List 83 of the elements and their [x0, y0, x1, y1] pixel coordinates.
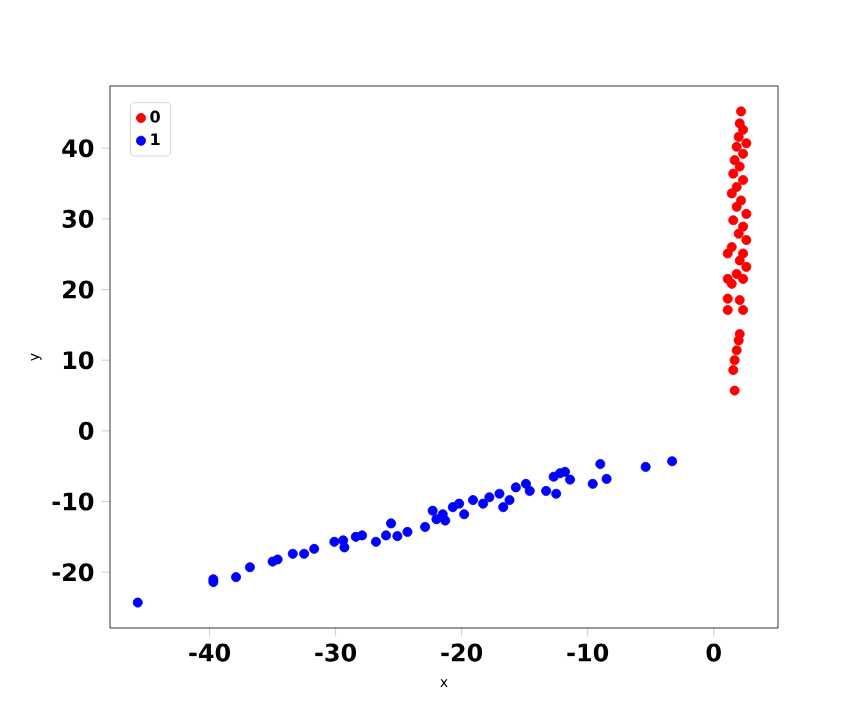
point — [595, 459, 606, 470]
point — [587, 478, 598, 489]
point — [484, 492, 495, 503]
x-tick-label: -10 — [567, 643, 609, 662]
point — [734, 255, 745, 266]
point — [565, 474, 576, 485]
point — [729, 385, 740, 396]
point — [741, 261, 752, 272]
point — [551, 488, 562, 499]
point — [734, 161, 745, 172]
point — [454, 498, 465, 509]
point — [132, 597, 143, 608]
y-tick-label: 0 — [78, 421, 94, 440]
point — [468, 495, 478, 506]
point — [722, 248, 733, 259]
point — [667, 456, 678, 467]
point — [392, 531, 403, 542]
point — [541, 485, 552, 496]
point — [299, 548, 310, 559]
point — [734, 295, 745, 306]
point — [741, 208, 752, 219]
x-tick-label: -20 — [441, 643, 483, 662]
y-tick-label: 30 — [62, 209, 94, 228]
point — [287, 548, 298, 559]
point — [498, 502, 509, 513]
point — [560, 466, 570, 477]
point — [738, 148, 749, 159]
y-tick-label: -20 — [52, 563, 94, 582]
point — [339, 542, 350, 553]
point — [370, 536, 381, 547]
point — [731, 141, 742, 152]
point — [738, 175, 749, 185]
point — [722, 293, 733, 304]
point — [731, 182, 742, 193]
point — [731, 345, 742, 356]
point — [728, 215, 739, 226]
point — [381, 530, 391, 541]
point — [231, 572, 242, 583]
point — [733, 131, 744, 142]
point — [427, 505, 438, 516]
point — [738, 221, 749, 232]
point — [726, 278, 737, 289]
point — [478, 498, 489, 509]
y-tick-label: -10 — [52, 492, 94, 511]
point — [738, 124, 749, 135]
point — [729, 355, 740, 366]
point — [510, 482, 521, 493]
point — [726, 188, 737, 199]
point — [738, 305, 749, 315]
point — [733, 228, 744, 239]
point — [736, 106, 747, 117]
y-tick-label: 40 — [62, 139, 94, 158]
point — [741, 235, 752, 246]
point — [524, 485, 535, 496]
point — [386, 518, 397, 529]
point — [420, 521, 431, 532]
point — [272, 554, 283, 565]
point — [357, 530, 368, 541]
point — [329, 536, 340, 547]
point — [741, 138, 752, 149]
point — [736, 195, 747, 206]
point — [244, 562, 255, 573]
point — [729, 155, 740, 166]
x-tick-label: -40 — [189, 643, 231, 662]
point — [459, 509, 470, 520]
point — [733, 335, 744, 346]
point — [494, 488, 505, 499]
point — [431, 514, 442, 525]
x-tick-label: 0 — [706, 643, 721, 662]
point — [738, 273, 749, 284]
point — [601, 473, 612, 484]
point — [504, 495, 515, 506]
point — [731, 201, 742, 212]
point — [722, 305, 733, 315]
point — [640, 461, 651, 472]
point — [309, 543, 320, 554]
y-tick-label: 20 — [63, 280, 94, 299]
y-tick-label: 10 — [63, 351, 94, 370]
point — [402, 526, 413, 537]
point — [728, 365, 739, 376]
x-tick-label: -30 — [315, 643, 357, 662]
point — [728, 168, 739, 179]
point — [440, 515, 451, 526]
